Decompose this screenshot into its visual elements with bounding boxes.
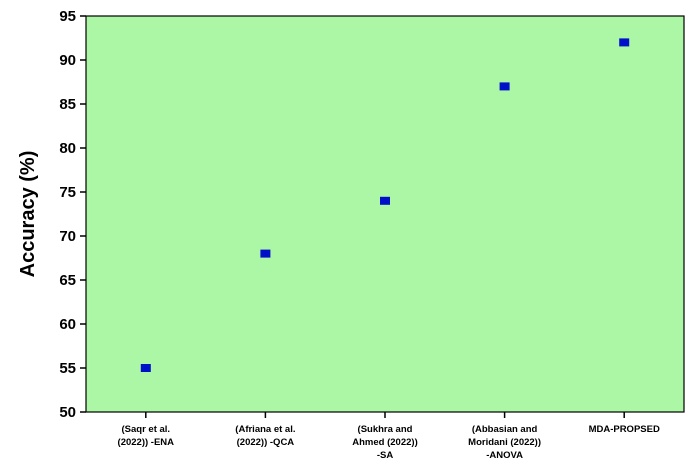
x-tick-label: (2022)) -ENA [118,437,175,448]
data-point-marker [380,196,390,205]
x-tick-label: -SA [377,450,394,461]
data-points [140,38,630,372]
y-axis-label: Accuracy (%) [17,151,39,278]
data-point-marker [619,38,630,47]
x-axis-ticks: (Saqr et al. (2022)) -ENA (Afriana et al. (… [118,412,660,461]
y-tick-label: 80 [59,140,76,157]
y-tick-label: 50 [59,404,76,421]
y-tick-label: 95 [59,8,76,25]
x-tick-label: (Abbasian and [472,424,538,435]
y-tick-label: 75 [59,184,76,201]
y-tick-label: 85 [59,96,76,113]
y-tick-label: 90 [59,52,76,69]
data-point-marker [499,82,510,91]
data-point-marker [140,364,151,372]
y-tick-label: 60 [59,316,76,333]
x-tick-label: Moridani (2022)) [468,437,541,448]
x-tick-label: (Saqr et al. [122,424,171,435]
y-axis-ticks: 50 55 60 65 70 75 80 85 90 95 [59,8,86,421]
x-tick-label: Ahmed (2022)) [352,437,417,448]
y-tick-label: 55 [59,360,76,377]
plot-area [85,15,685,413]
data-point-marker [260,249,271,258]
x-tick-label: MDA-PROPSED [589,424,660,435]
x-tick-label: (2022)) -QCA [237,437,295,448]
x-tick-label: (Afriana et al. [235,424,295,435]
y-tick-label: 70 [59,228,76,245]
x-tick-label: -ANOVA [486,450,523,461]
x-tick-label: (Sukhra and [358,424,413,435]
y-tick-label: 65 [59,272,76,289]
